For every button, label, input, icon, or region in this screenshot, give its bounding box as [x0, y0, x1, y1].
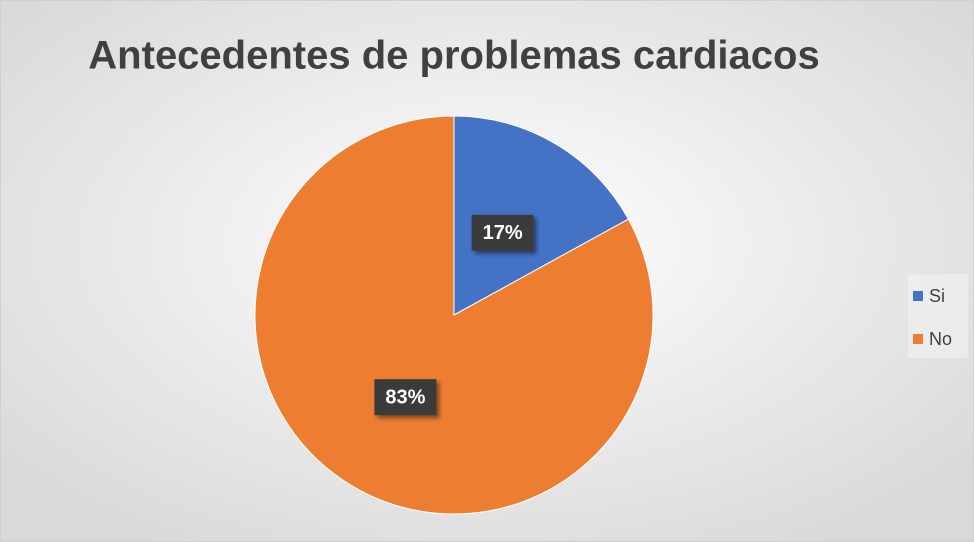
data-label-box: [374, 379, 437, 416]
chart-title: Antecedentes de problemas cardiacos: [88, 34, 819, 78]
data-label: 17%: [483, 222, 523, 244]
legend-swatch: [913, 334, 923, 344]
pie-slice: [254, 115, 654, 515]
data-label-box: [471, 214, 534, 251]
data-label: 83%: [385, 386, 425, 408]
pie-slice: [453, 115, 630, 316]
legend-swatch: [913, 291, 923, 301]
legend-label: Si: [929, 286, 945, 306]
legend-label: No: [929, 329, 952, 349]
